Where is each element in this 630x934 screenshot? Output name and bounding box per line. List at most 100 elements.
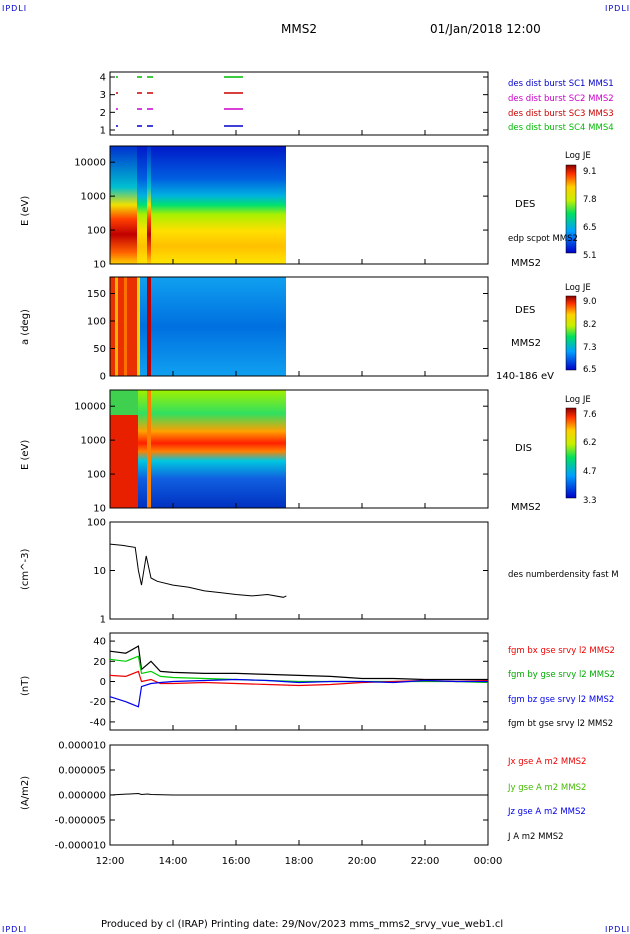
- bfield-series-line: [109, 655, 489, 684]
- y-tick-label: -40: [90, 717, 106, 728]
- y-tick-label: 0: [100, 677, 106, 688]
- label-mms2: MMS2: [511, 338, 541, 349]
- legend-bx: fgm bx gse srvy l2 MMS2: [508, 646, 615, 656]
- y-tick-label: 10: [93, 260, 106, 271]
- label-dis: DIS: [515, 443, 532, 454]
- legend-j: J A m2 MMS2: [508, 832, 564, 842]
- colorbar-tick: 3.3: [583, 496, 597, 506]
- ylabel-density: (cm^-3): [20, 548, 31, 590]
- colorbar-title: Log JE: [565, 283, 591, 293]
- label-mms2: MMS2: [511, 502, 541, 513]
- colorbar-tick: 7.8: [583, 195, 597, 205]
- colorbar-title: Log JE: [565, 151, 591, 161]
- legend-jy: Jy gse A m2 MMS2: [508, 783, 587, 793]
- y-tick-label: 0: [100, 372, 106, 383]
- y-tick-label: 100: [87, 470, 106, 481]
- colorbar-tick: 6.5: [583, 365, 597, 375]
- panel-burst-availability: 4 3 2 1: [100, 71, 489, 137]
- x-tick-label: 22:00: [411, 856, 440, 867]
- y-tick-label: -20: [90, 697, 106, 708]
- colorbar-tick: 9.1: [583, 167, 597, 177]
- ylabel-magnetic-field: (nT): [20, 675, 31, 696]
- density-series-line: [109, 543, 287, 598]
- legend-burst-mms1: des dist burst SC1 MMS1: [508, 79, 614, 89]
- panel-dis-energy: 10000 1000 100 10: [74, 389, 577, 515]
- y-tick-label: 0.000005: [58, 766, 106, 777]
- spectrogram-pitch-hot: [110, 277, 137, 376]
- burst-segments: [116, 76, 243, 127]
- spectrogram-pitch-stripe: [124, 277, 127, 376]
- panel-density: 100 10 1: [87, 518, 489, 626]
- label-des: DES: [515, 199, 536, 210]
- ylabel-des-energy: E (eV): [20, 195, 31, 226]
- y-tick-label: 3: [100, 90, 106, 101]
- legend-jx: Jx gse A m2 MMS2: [508, 757, 587, 767]
- colorbar-des-energy: [565, 164, 577, 254]
- colorbar-tick: 7.3: [583, 343, 597, 353]
- y-tick-label: 150: [87, 289, 106, 300]
- y-tick-label: 100: [87, 226, 106, 237]
- y-tick-label: 1000: [81, 192, 106, 203]
- panel-pitch-angle: 150 100 50 0: [87, 276, 577, 383]
- spectrogram-dis-spike: [147, 390, 151, 508]
- ylabel-pitch-angle: a (deg): [20, 309, 31, 345]
- label-mms2: MMS2: [511, 258, 541, 269]
- panel-frame: [109, 521, 489, 620]
- corner-label-top-left: IPDLI: [2, 4, 28, 13]
- y-tick-label: 20: [93, 657, 106, 668]
- y-tick-label: 1: [100, 126, 106, 137]
- date-title: 01/Jan/2018 12:00: [430, 22, 541, 36]
- colorbar-dis-energy: [565, 407, 577, 499]
- colorbar-pitch-angle: [565, 295, 577, 371]
- panel-frame: [109, 71, 489, 136]
- legend-jz: Jz gse A m2 MMS2: [508, 807, 586, 817]
- panel-magnetic-field: 40 20 0 -20 -40: [90, 632, 489, 731]
- colorbar-tick: 6.2: [583, 438, 597, 448]
- x-tick-label: 00:00: [474, 856, 503, 867]
- x-tick-label: 18:00: [285, 856, 314, 867]
- bfield-series-line: [109, 645, 488, 681]
- y-tick-label: 1: [100, 615, 106, 626]
- legend-burst-mms3: des dist burst SC3 MMS3: [508, 109, 614, 119]
- y-tick-label: 0.000000: [58, 791, 106, 802]
- y-tick-label: 40: [93, 637, 106, 648]
- y-tick-label: 10: [93, 566, 106, 577]
- label-des: DES: [515, 305, 536, 316]
- legend-by: fgm by gse srvy l2 MMS2: [508, 670, 615, 680]
- corner-label-top-right: IPDLI: [605, 4, 630, 13]
- spectrogram-des-energy-hot: [110, 146, 137, 264]
- y-tick-label: 10000: [74, 158, 106, 169]
- y-tick-label: 1000: [81, 436, 106, 447]
- ylabel-dis-energy: E (eV): [20, 439, 31, 470]
- bfield-series-line: [109, 678, 488, 708]
- colorbar-tick: 9.0: [583, 297, 597, 307]
- y-tick-label: 10000: [74, 402, 106, 413]
- y-tick-label: 50: [93, 344, 106, 355]
- x-tick-label: 20:00: [348, 856, 377, 867]
- legend-bz: fgm bz gse srvy l2 MMS2: [508, 695, 615, 705]
- spectrogram-dis-top: [110, 390, 138, 415]
- y-tick-label: 100: [87, 518, 106, 529]
- y-tick-label: 4: [100, 73, 106, 84]
- spectrogram-des-energy: [110, 146, 286, 264]
- spectrogram-pitch-spike: [147, 277, 151, 376]
- legend-density: des numberdensity fast M: [508, 570, 619, 580]
- legend-burst-mms4: des dist burst SC4 MMS4: [508, 123, 614, 133]
- current-series-line: [109, 792, 488, 796]
- y-tick-label: 100: [87, 317, 106, 328]
- spectrogram-pitch-stripe: [137, 277, 140, 376]
- spectrogram-dis-energy: [110, 390, 286, 508]
- y-tick-label: -0.000010: [55, 841, 106, 852]
- colorbar-tick: 6.5: [583, 223, 597, 233]
- colorbar-tick: 8.2: [583, 320, 597, 330]
- label-energy-range: 140-186 eV: [496, 371, 554, 382]
- spectrogram-des-energy-spike: [147, 146, 151, 264]
- footer-credits: Produced by cl (IRAP) Printing date: 29/…: [101, 919, 504, 930]
- ylabel-current-density: (A/m2): [20, 775, 31, 810]
- x-tick-label: 14:00: [159, 856, 188, 867]
- x-tick-label: 12:00: [96, 856, 125, 867]
- legend-bt: fgm bt gse srvy l2 MMS2: [508, 719, 614, 729]
- corner-label-bottom-left: IPDLI: [2, 925, 28, 934]
- colorbar-tick: 5.1: [583, 251, 597, 261]
